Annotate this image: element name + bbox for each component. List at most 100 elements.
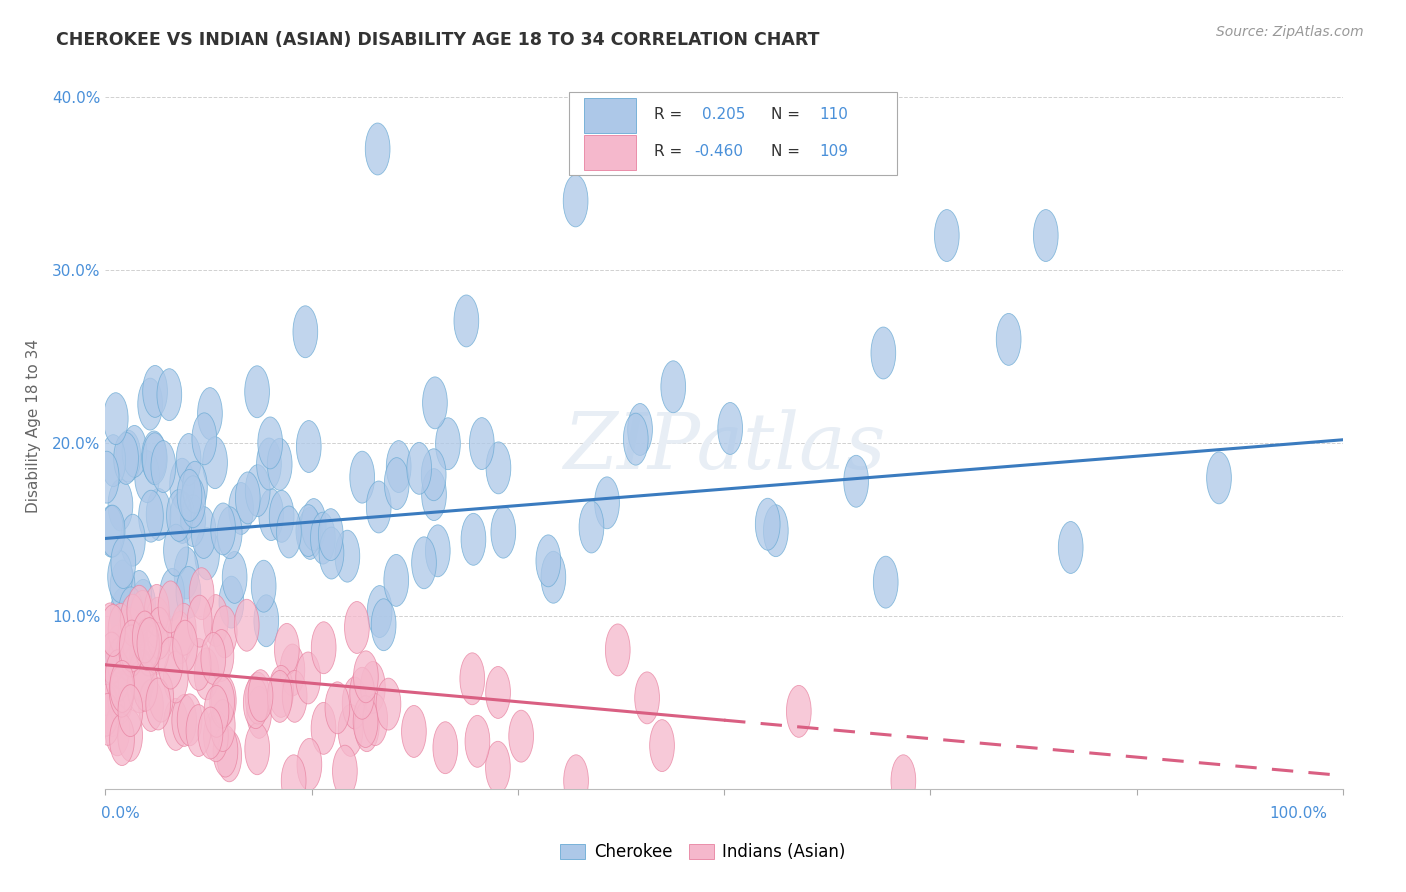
Ellipse shape [470,417,494,469]
Ellipse shape [281,755,307,806]
Ellipse shape [297,739,322,790]
Ellipse shape [157,368,181,421]
Ellipse shape [486,442,510,494]
Ellipse shape [433,722,458,773]
Ellipse shape [118,607,142,659]
Ellipse shape [108,603,134,656]
Ellipse shape [121,514,145,566]
Ellipse shape [96,693,120,746]
Ellipse shape [108,550,132,603]
Ellipse shape [661,360,686,413]
FancyBboxPatch shape [569,92,897,175]
Ellipse shape [318,508,343,560]
Ellipse shape [1033,210,1059,261]
Ellipse shape [367,481,391,533]
Text: CHEROKEE VS INDIAN (ASIAN) DISABILITY AGE 18 TO 34 CORRELATION CHART: CHEROKEE VS INDIAN (ASIAN) DISABILITY AG… [56,31,820,49]
Ellipse shape [204,710,228,762]
Ellipse shape [104,642,128,694]
Ellipse shape [181,495,205,547]
Ellipse shape [245,723,270,775]
Ellipse shape [118,709,142,762]
Ellipse shape [110,660,135,713]
Ellipse shape [176,434,201,485]
Ellipse shape [786,685,811,738]
Text: N =: N = [770,107,806,122]
Ellipse shape [229,483,253,534]
Ellipse shape [325,681,350,734]
Text: 100.0%: 100.0% [1270,806,1327,821]
Ellipse shape [423,377,447,429]
Ellipse shape [135,618,159,670]
Ellipse shape [298,508,322,559]
Ellipse shape [172,695,197,747]
Ellipse shape [186,705,211,756]
Ellipse shape [212,606,238,657]
Ellipse shape [277,506,301,558]
Ellipse shape [384,458,409,509]
Ellipse shape [132,611,157,663]
Ellipse shape [115,430,141,482]
Ellipse shape [997,313,1021,366]
Ellipse shape [1206,452,1232,504]
Ellipse shape [105,625,131,677]
Ellipse shape [209,630,233,681]
Text: 0.205: 0.205 [702,107,745,122]
Ellipse shape [198,707,224,759]
Ellipse shape [111,537,135,589]
Text: Source: ZipAtlas.com: Source: ZipAtlas.com [1216,25,1364,39]
Ellipse shape [218,507,242,558]
Ellipse shape [606,624,630,676]
Ellipse shape [145,623,169,674]
Ellipse shape [142,431,166,483]
Ellipse shape [763,505,789,557]
Ellipse shape [311,622,336,673]
Ellipse shape [108,637,132,689]
Ellipse shape [256,438,281,490]
Ellipse shape [100,684,125,737]
Ellipse shape [367,585,392,638]
Ellipse shape [98,505,124,558]
Ellipse shape [190,567,214,620]
Ellipse shape [100,605,125,657]
Ellipse shape [176,566,201,618]
Ellipse shape [564,755,589,806]
Ellipse shape [136,624,162,676]
Ellipse shape [363,694,388,746]
Ellipse shape [311,702,336,755]
Ellipse shape [117,629,141,681]
Ellipse shape [623,413,648,465]
Ellipse shape [146,598,170,649]
Ellipse shape [243,677,269,729]
Ellipse shape [246,672,270,724]
Ellipse shape [301,499,326,550]
Ellipse shape [163,524,188,576]
Ellipse shape [650,720,675,772]
Ellipse shape [110,588,135,640]
Ellipse shape [186,639,211,690]
FancyBboxPatch shape [585,135,637,169]
Ellipse shape [292,306,318,358]
Ellipse shape [120,620,145,672]
Ellipse shape [131,591,155,642]
Ellipse shape [354,699,380,752]
Ellipse shape [579,501,603,553]
Ellipse shape [259,489,284,541]
Ellipse shape [121,624,146,676]
Ellipse shape [177,694,202,746]
Ellipse shape [201,632,225,684]
Ellipse shape [564,175,588,227]
Ellipse shape [121,594,145,646]
Ellipse shape [157,637,183,689]
Ellipse shape [204,595,228,647]
Ellipse shape [194,648,219,700]
Ellipse shape [247,687,271,739]
Ellipse shape [134,659,157,711]
Ellipse shape [142,366,167,417]
Ellipse shape [1059,522,1083,574]
Ellipse shape [235,472,260,524]
Ellipse shape [406,442,432,494]
Ellipse shape [844,455,869,508]
Ellipse shape [136,617,162,670]
Ellipse shape [536,535,561,587]
Ellipse shape [173,620,197,673]
